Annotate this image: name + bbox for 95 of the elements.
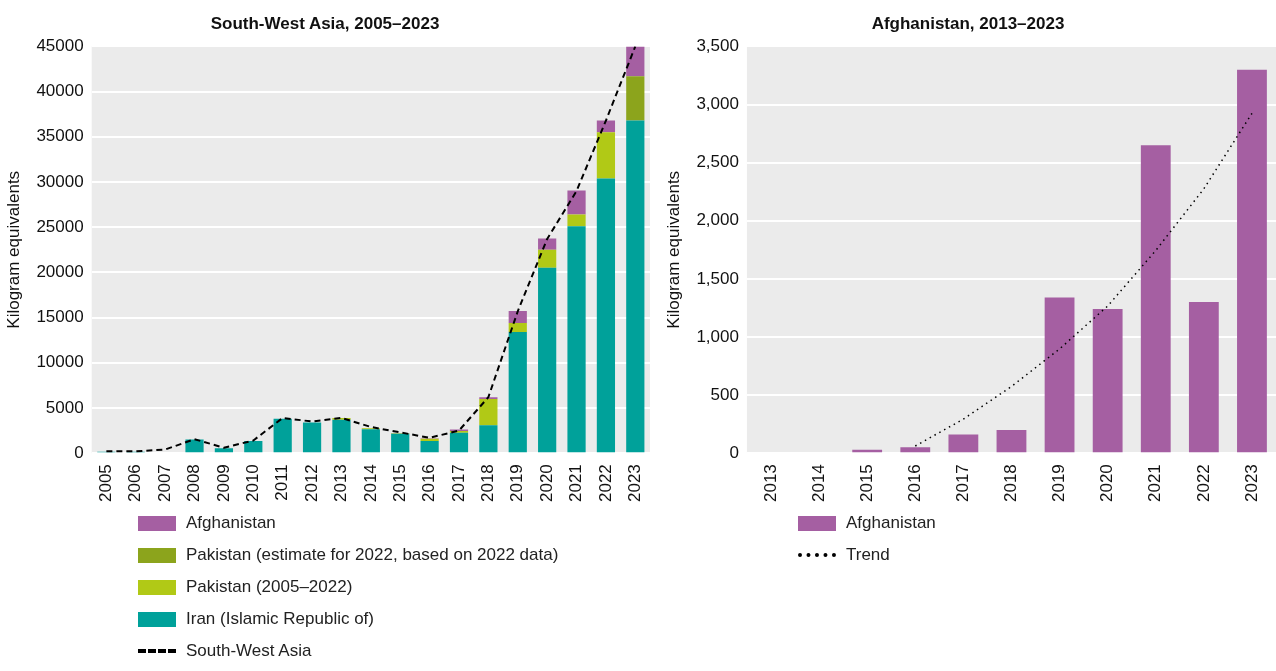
- bar: [538, 238, 557, 250]
- chart-title: South-West Asia, 2005–2023: [210, 13, 440, 33]
- x-tick-label: 2014: [808, 464, 828, 503]
- bar: [567, 214, 586, 227]
- bar: [302, 422, 322, 453]
- y-tick-label: 40000: [36, 81, 84, 101]
- y-tick-label: 2,000: [696, 210, 739, 230]
- bar: [420, 440, 439, 453]
- bar: [948, 434, 979, 453]
- bar: [1188, 302, 1219, 453]
- legend-label: Pakistan (estimate for 2022, based on 2022 data): [186, 545, 559, 565]
- x-tick-label: 2018: [478, 464, 498, 503]
- bar: [508, 332, 527, 453]
- bar: [538, 267, 557, 453]
- chart-title: Afghanistan, 2013–2023: [871, 13, 1065, 33]
- y-axis-title: Kilogram equivalents: [663, 170, 683, 329]
- x-tick-label: 2016: [904, 464, 924, 503]
- bar: [361, 429, 380, 453]
- x-tick-label: 2014: [360, 464, 380, 503]
- x-tick-label: 2015: [389, 464, 409, 503]
- x-tick-label: 2009: [213, 464, 233, 503]
- bar: [244, 440, 263, 453]
- x-tick-label: 2023: [1241, 464, 1261, 503]
- x-tick-label: 2017: [953, 464, 973, 503]
- bar: [596, 132, 616, 179]
- x-tick-label: 2005: [96, 464, 116, 503]
- y-tick-label: 30000: [36, 171, 84, 191]
- bar: [1044, 297, 1075, 453]
- bar: [479, 425, 498, 453]
- line-series: [914, 112, 1253, 447]
- y-tick-label: 5000: [45, 397, 84, 417]
- x-tick-label: 2016: [419, 464, 439, 503]
- bar: [508, 323, 527, 333]
- x-tick-label: 2020: [536, 464, 556, 503]
- x-tick-label: 2018: [1001, 464, 1021, 503]
- y-tick-label: 1,500: [696, 268, 739, 288]
- bar: [449, 432, 469, 453]
- bar: [185, 439, 204, 453]
- bar: [567, 190, 586, 215]
- x-tick-label: 2017: [448, 464, 468, 503]
- x-tick-label: 2019: [507, 464, 527, 503]
- x-tick-label: 2007: [154, 464, 174, 503]
- y-tick-label: 3,500: [696, 36, 739, 56]
- y-tick-label: 0: [729, 442, 739, 462]
- x-tick-label: 2011: [272, 464, 292, 501]
- bar: [1140, 145, 1171, 453]
- bar: [996, 429, 1027, 453]
- x-tick-label: 2008: [184, 464, 204, 503]
- y-axis-title: Kilogram equivalents: [3, 170, 23, 329]
- line-series: [105, 46, 637, 453]
- y-tick-label: 0: [74, 442, 84, 462]
- y-tick-label: 15000: [36, 307, 84, 327]
- legend-label: Pakistan (2005–2022): [186, 577, 353, 597]
- bar: [567, 226, 586, 453]
- legend-label: Afghanistan: [186, 513, 276, 533]
- x-tick-label: 2013: [331, 464, 351, 503]
- x-tick-label: 2013: [760, 464, 780, 503]
- legend-label: South-West Asia: [186, 641, 312, 661]
- x-tick-label: 2010: [242, 464, 262, 503]
- bar: [273, 418, 292, 453]
- bar: [626, 120, 645, 453]
- x-tick-label: 2015: [856, 464, 876, 503]
- bar: [508, 310, 527, 324]
- x-tick-label: 2012: [301, 464, 321, 503]
- x-tick-label: 2021: [566, 464, 586, 503]
- y-tick-label: 35000: [36, 126, 84, 146]
- y-tick-label: 500: [710, 384, 739, 404]
- legend-label: Iran (Islamic Republic of): [186, 609, 375, 629]
- x-tick-label: 2023: [624, 464, 644, 503]
- x-tick-label: 2019: [1049, 464, 1069, 503]
- x-tick-label: 2022: [1193, 464, 1213, 503]
- bar: [1237, 69, 1267, 453]
- bar: [626, 76, 645, 121]
- x-tick-label: 2006: [125, 464, 145, 503]
- legend-label: Trend: [846, 545, 890, 565]
- y-tick-label: 25000: [36, 216, 84, 236]
- y-tick-label: 45000: [36, 36, 84, 56]
- bar: [479, 398, 498, 426]
- bar: [626, 46, 645, 77]
- y-tick-label: 2,500: [696, 152, 739, 172]
- y-tick-label: 20000: [36, 262, 84, 282]
- x-tick-label: 2020: [1097, 464, 1117, 503]
- bar: [214, 448, 234, 453]
- bar: [596, 178, 616, 453]
- x-tick-label: 2022: [595, 464, 615, 503]
- bar: [538, 249, 557, 268]
- x-tick-label: 2021: [1145, 464, 1165, 503]
- bar: [1092, 309, 1123, 453]
- y-tick-label: 3,000: [696, 94, 739, 114]
- y-tick-label: 1,000: [696, 326, 739, 346]
- bar: [900, 447, 931, 453]
- legend-label: Afghanistan: [846, 513, 936, 533]
- bar: [391, 433, 410, 453]
- bar: [332, 419, 351, 453]
- y-tick-label: 10000: [36, 352, 84, 372]
